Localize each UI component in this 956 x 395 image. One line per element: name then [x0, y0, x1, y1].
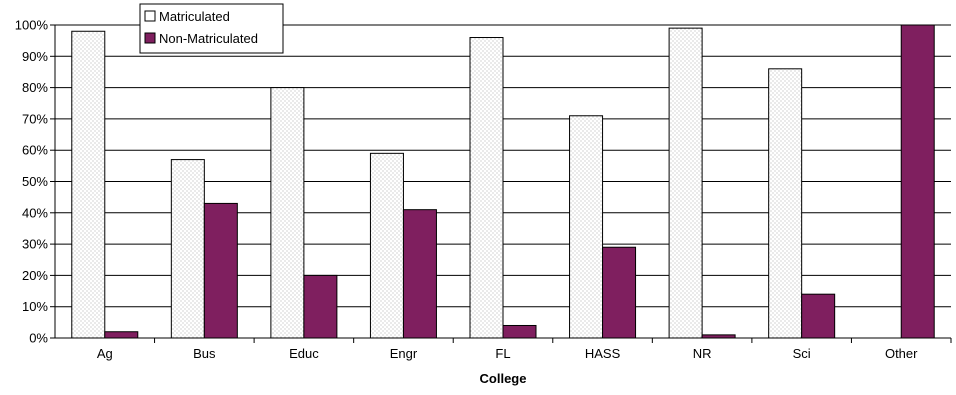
y-tick-labels: 0% 10% 20% 30% 40% 50% 60% 70% 80% 90% 100% — [15, 18, 49, 346]
legend-swatch — [144, 10, 156, 22]
bar-non-matriculated-sci — [801, 293, 836, 339]
x-tick-label: Sci — [793, 346, 811, 361]
bar-matriculated-nr — [668, 27, 703, 339]
legend-swatch — [144, 32, 156, 44]
bar-matriculated-engr — [369, 152, 404, 339]
legend-label: Non-Matriculated — [159, 31, 258, 46]
axes — [50, 24, 952, 343]
y-tick-label: 40% — [22, 205, 48, 220]
bar-non-matriculated-ag — [104, 331, 139, 339]
x-tick-label: HASS — [585, 346, 621, 361]
x-axis-title: College — [480, 371, 527, 386]
bar-non-matriculated-engr — [402, 209, 437, 339]
x-tick-label: FL — [495, 346, 510, 361]
bar-non-matriculated-fl — [502, 324, 537, 339]
bar-matriculated-sci — [768, 68, 803, 339]
legend: Matriculated Non-Matriculated — [139, 3, 284, 54]
bars — [71, 24, 935, 339]
y-tick-label: 90% — [22, 49, 48, 64]
x-tick-label: Other — [885, 346, 918, 361]
bar-non-matriculated-bus — [203, 202, 238, 339]
bar-non-matriculated-educ — [303, 274, 338, 339]
bar-matriculated-fl — [469, 37, 504, 339]
y-tick-label: 0% — [29, 331, 48, 346]
legend-label: Matriculated — [159, 9, 230, 24]
y-tick-label: 100% — [15, 18, 49, 33]
y-tick-label: 70% — [22, 111, 48, 126]
x-tick-label: Bus — [193, 346, 216, 361]
y-tick-label: 60% — [22, 143, 48, 158]
bar-non-matriculated-hass — [602, 246, 637, 339]
legend-box — [139, 3, 284, 54]
x-tick-label: NR — [693, 346, 712, 361]
y-tick-label: 10% — [22, 299, 48, 314]
y-tick-label: 30% — [22, 237, 48, 252]
bar-matriculated-bus — [170, 159, 205, 339]
bar-matriculated-hass — [569, 115, 604, 339]
x-tick-labels: Ag Bus Educ Engr FL HASS NR Sci Other — [97, 346, 918, 361]
y-tick-label: 80% — [22, 80, 48, 95]
y-tick-label: 50% — [22, 174, 48, 189]
x-tick-label: Educ — [289, 346, 319, 361]
y-tick-label: 20% — [22, 268, 48, 283]
x-tick-label: Ag — [97, 346, 113, 361]
bar-matriculated-ag — [71, 30, 106, 339]
bar-non-matriculated-other — [900, 24, 935, 339]
bar-matriculated-educ — [270, 87, 305, 339]
x-tick-label: Engr — [390, 346, 418, 361]
